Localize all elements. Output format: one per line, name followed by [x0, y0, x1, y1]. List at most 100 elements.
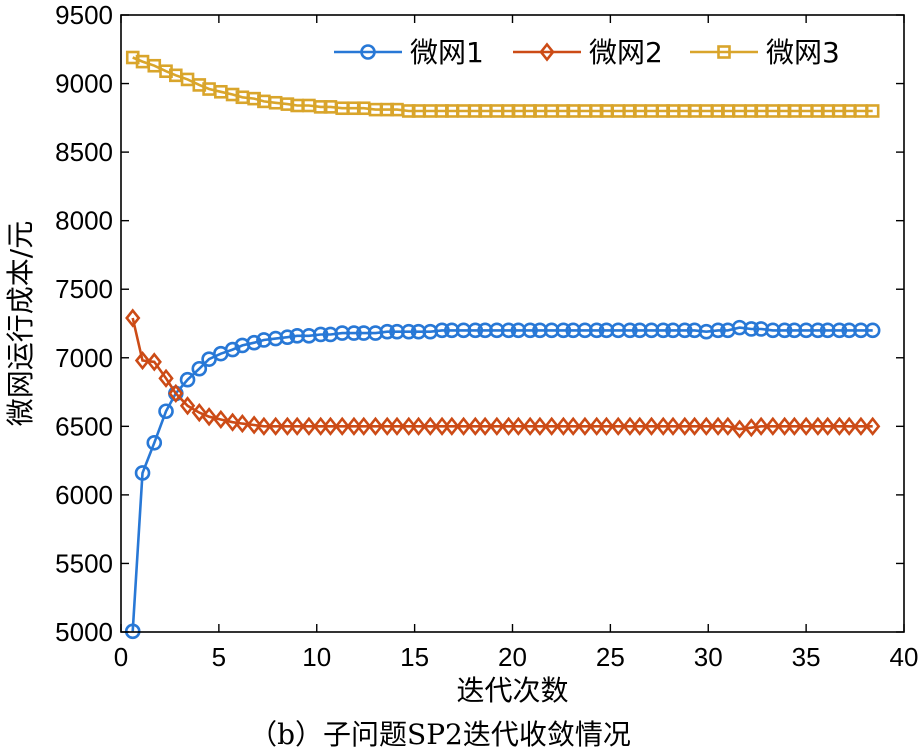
data-point: [555, 322, 572, 339]
data-point: [500, 416, 517, 436]
y-tick-label: 7000: [55, 343, 113, 373]
y-tick-label: 5500: [55, 548, 113, 578]
data-point: [522, 416, 538, 436]
data-point: [224, 412, 241, 432]
data-point: [213, 409, 229, 430]
data-point: [146, 434, 163, 451]
y-tick-label: 8500: [55, 137, 113, 167]
legend-swatch-marker: [360, 44, 376, 60]
data-point: [676, 322, 693, 339]
data-point: [234, 414, 251, 434]
legend-swatch-marker: [539, 42, 555, 62]
data-point: [313, 416, 329, 436]
data-point: [743, 321, 760, 337]
data-point: [598, 416, 615, 436]
data-point: [179, 396, 196, 416]
data-point: [810, 322, 826, 339]
data-point: [786, 416, 803, 436]
y-tick-label: 7500: [55, 274, 113, 304]
y-tick-label: 5000: [55, 617, 113, 647]
data-point: [819, 416, 836, 436]
data-point: [179, 371, 196, 388]
data-point: [622, 322, 638, 339]
data-point: [776, 322, 793, 339]
data-point: [191, 360, 208, 377]
data-point: [489, 416, 505, 436]
x-tick-label: 0: [114, 642, 128, 672]
data-point: [125, 308, 141, 328]
data-point: [379, 416, 395, 436]
data-point: [589, 416, 605, 436]
data-point: [346, 416, 362, 436]
data-point: [434, 416, 450, 436]
data-point: [379, 323, 396, 340]
data-point: [422, 416, 438, 436]
data-point: [267, 416, 284, 436]
data-point: [655, 322, 672, 339]
x-axis-title: 迭代次数: [456, 674, 568, 707]
data-point: [346, 325, 362, 341]
data-point: [677, 416, 693, 436]
data-point: [665, 416, 681, 436]
data-point: [632, 416, 648, 436]
x-tick-label: 40: [890, 642, 919, 672]
x-tick-label: 5: [212, 642, 226, 672]
x-tick-label: 15: [400, 642, 429, 672]
data-point: [191, 403, 207, 423]
data-point: [532, 416, 548, 436]
data-point: [710, 322, 726, 339]
data-point: [467, 416, 483, 436]
data-point: [246, 334, 262, 351]
legend-swatch-marker: [717, 45, 731, 59]
data-point: [168, 383, 184, 404]
series-3: [125, 50, 880, 118]
data-point: [686, 416, 703, 436]
data-point: [455, 416, 472, 436]
legend-label: 微网1: [410, 36, 484, 69]
data-point: [201, 407, 217, 427]
data-point: [655, 416, 671, 436]
data-point: [810, 416, 826, 436]
y-axis-title: 微网运行成本/元: [4, 221, 37, 426]
x-tick-label: 10: [302, 642, 331, 672]
data-point: [643, 416, 660, 436]
data-point: [356, 416, 372, 436]
figure-caption: （b）子问题SP2迭代收敛情况: [249, 718, 631, 751]
data-point: [841, 416, 857, 436]
x-tick-label: 25: [596, 642, 625, 672]
data-point: [410, 416, 427, 436]
data-point: [158, 403, 174, 420]
data-point: [622, 416, 638, 436]
y-tick-label: 6500: [55, 411, 113, 441]
data-point: [864, 322, 881, 339]
data-point: [334, 416, 350, 436]
series-layer: [124, 50, 881, 640]
data-point: [610, 416, 626, 436]
data-point: [865, 104, 880, 118]
y-tick-label: 9500: [55, 0, 113, 30]
data-point: [312, 326, 329, 343]
legend-label: 微网3: [766, 36, 840, 69]
data-point: [444, 416, 460, 436]
data-point: [853, 416, 869, 436]
data-point: [134, 465, 151, 481]
data-point: [577, 416, 593, 436]
data-point: [588, 322, 605, 339]
data-point: [301, 416, 317, 436]
data-point: [279, 416, 296, 436]
data-point: [798, 416, 814, 436]
data-point: [710, 416, 726, 436]
data-point: [776, 416, 793, 436]
x-tick-label: 35: [792, 642, 821, 672]
x-tick-label: 30: [694, 642, 723, 672]
data-point: [731, 419, 748, 439]
data-point: [522, 322, 538, 339]
y-tick-label: 6000: [55, 480, 113, 510]
data-point: [500, 322, 517, 339]
data-point: [565, 416, 581, 436]
data-point: [720, 416, 736, 436]
data-point: [158, 368, 174, 388]
series-2: [125, 308, 881, 439]
legend-label: 微网2: [589, 36, 663, 69]
y-tick-label: 8000: [55, 206, 113, 236]
